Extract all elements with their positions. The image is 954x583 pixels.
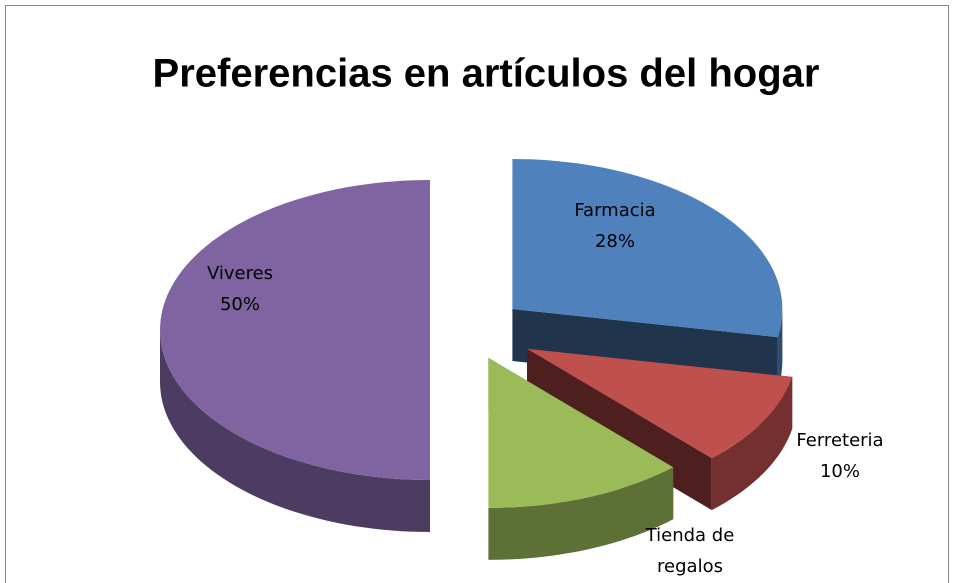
- label-category: Farmacia: [574, 200, 656, 221]
- slice: [488, 357, 674, 508]
- label-category: Tienda de regalos: [645, 525, 735, 577]
- label-value: 10%: [819, 461, 860, 482]
- slice-side: [160, 330, 430, 532]
- label-value: 50%: [219, 294, 260, 315]
- slice-side: [488, 467, 674, 560]
- slice: [160, 180, 430, 480]
- label-value: 28%: [594, 231, 635, 252]
- chart-title: Preferencias en artículos del hogar: [153, 52, 820, 96]
- chart-border: [5, 5, 949, 583]
- slice: [527, 348, 793, 459]
- slice-side: [777, 309, 783, 390]
- slice-side: [711, 376, 793, 511]
- data-label: Tienda de regalos: [630, 520, 750, 582]
- data-label: Ferreteria 10%: [780, 425, 900, 487]
- slice: [512, 159, 783, 338]
- label-category: Ferreteria: [796, 430, 884, 451]
- data-label: Farmacia 28%: [560, 195, 670, 257]
- label-category: Viveres: [206, 263, 274, 284]
- data-label: Viveres 50%: [190, 258, 290, 320]
